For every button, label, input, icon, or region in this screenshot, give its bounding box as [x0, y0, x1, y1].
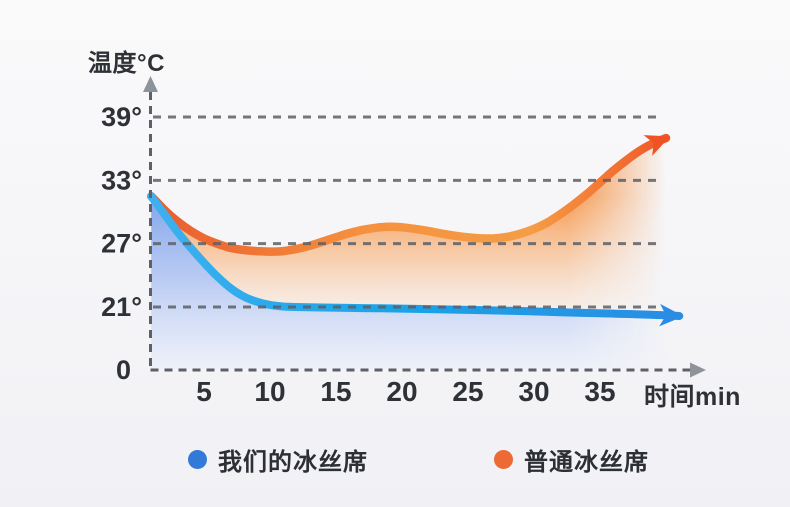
legend-item-ours: 我们的冰丝席	[188, 442, 368, 477]
x-axis-arrow-icon	[690, 362, 706, 378]
x-tick-label-10: 10	[254, 376, 285, 407]
y-tick-label-21: 21°	[101, 292, 142, 322]
legend: 我们的冰丝席 普通冰丝席	[188, 442, 649, 477]
y-axis-title: 温度°C	[88, 50, 165, 77]
our-mat-area	[151, 196, 680, 369]
origin-label: 0	[116, 355, 131, 385]
legend-label-ours: 我们的冰丝席	[218, 449, 368, 476]
ordinary-mat-curve	[146, 133, 671, 256]
legend-item-ordinary: 普通冰丝席	[494, 442, 649, 477]
y-axis-arrow-icon	[143, 76, 158, 92]
legend-label-ordinary: 普通冰丝席	[524, 449, 649, 476]
y-tick-label-39: 39°	[101, 102, 142, 132]
x-tick-label-30: 30	[518, 376, 549, 407]
legend-dot-blue-icon	[188, 450, 207, 469]
y-tick-label-27: 27°	[101, 229, 142, 259]
x-tick-label-35: 35	[584, 376, 615, 407]
our-mat-curve	[147, 192, 684, 327]
gridlines	[153, 115, 660, 309]
legend-dot-orange-icon	[494, 450, 513, 469]
x-axis-title: 时间min	[644, 383, 741, 411]
axes	[143, 76, 706, 378]
x-tick-label-15: 15	[320, 376, 351, 407]
y-tick-label-33: 33°	[101, 165, 142, 195]
series-curves	[146, 133, 684, 327]
ordinary-mat-area	[151, 138, 680, 316]
tick-labels: 21° 27° 33° 39° 0 5 10 15 20 25 30 35	[101, 102, 615, 407]
series-area-fills	[151, 138, 680, 369]
x-tick-label-25: 25	[452, 376, 483, 407]
x-tick-label-20: 20	[386, 376, 417, 407]
x-tick-label-5: 5	[196, 376, 212, 407]
